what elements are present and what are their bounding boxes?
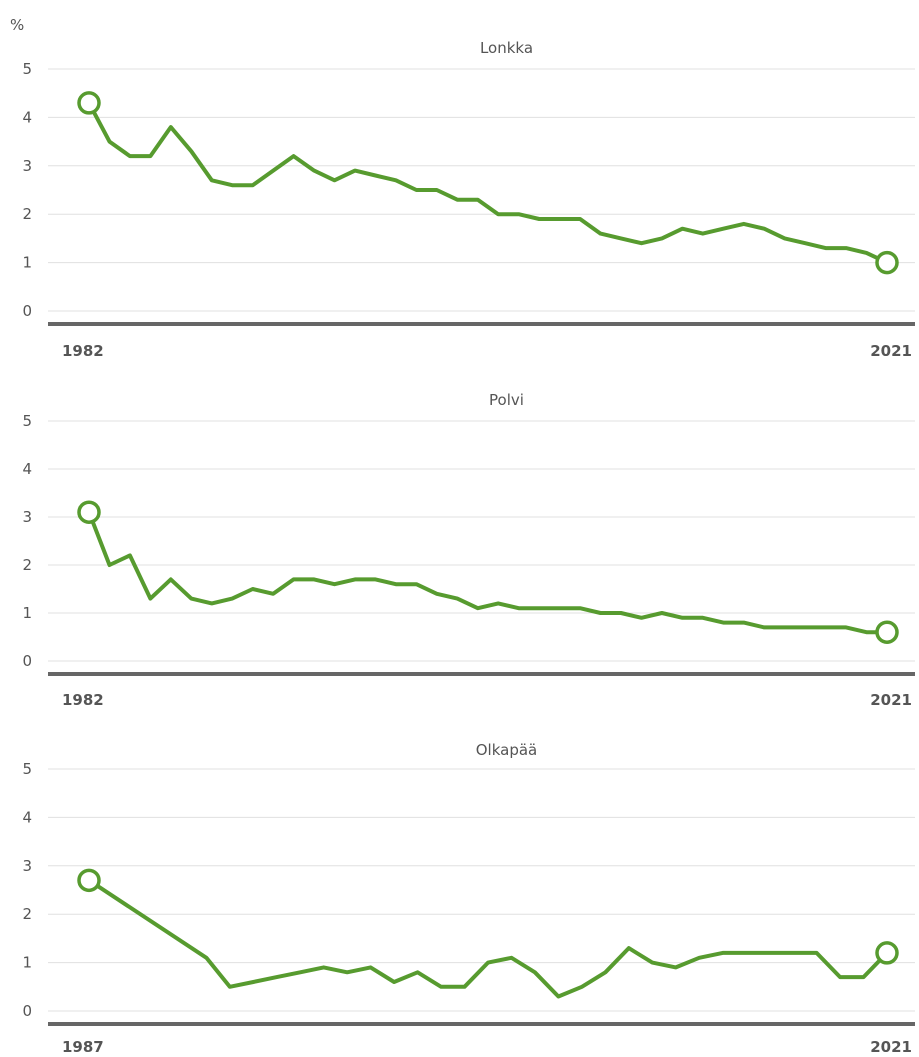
y-tick-label: 0	[22, 302, 32, 320]
y-tick-label: 2	[22, 205, 32, 223]
x-end-label: 2021	[870, 691, 912, 709]
series-line	[87, 100, 889, 265]
end-point-marker	[875, 250, 899, 275]
y-tick-label: 5	[22, 60, 32, 78]
start-point-marker	[77, 91, 101, 115]
end-point-marker	[875, 620, 899, 644]
y-tick-label: 1	[22, 254, 32, 272]
y-tick-label: 4	[22, 808, 32, 826]
x-start-label: 1987	[62, 1038, 104, 1056]
x-start-label: 1982	[62, 342, 104, 360]
chart-title: Polvi	[489, 391, 524, 409]
y-tick-label: 3	[22, 508, 32, 526]
x-start-label: 1982	[62, 691, 104, 709]
series-line	[87, 510, 889, 635]
x-end-label: 2021	[870, 342, 912, 360]
panel-1: 0 1 2 3 4 5 Lonkka 1982 2021	[22, 39, 915, 360]
start-point-marker	[77, 500, 101, 524]
end-point-marker	[875, 941, 899, 965]
y-unit-label: %	[10, 16, 24, 34]
y-tick-label: 4	[22, 460, 32, 478]
y-tick-label: 2	[22, 905, 32, 923]
chart-title: Lonkka	[480, 39, 533, 57]
y-tick-label: 5	[22, 412, 32, 430]
x-end-label: 2021	[870, 1038, 912, 1056]
y-tick-label: 4	[22, 108, 32, 126]
y-tick-label: 0	[22, 1002, 32, 1020]
y-tick-label: 3	[22, 157, 32, 175]
y-tick-label: 2	[22, 556, 32, 574]
panel-2: 0 1 2 3 4 5 Polvi 1982 2021	[22, 391, 915, 709]
start-point-marker	[77, 868, 101, 893]
y-tick-label: 5	[22, 760, 32, 778]
chart-title: Olkapää	[476, 741, 538, 759]
y-tick-label: 0	[22, 652, 32, 670]
series-line	[87, 878, 889, 999]
y-tick-label: 1	[22, 954, 32, 972]
y-tick-label: 3	[22, 857, 32, 875]
y-tick-label: 1	[22, 604, 32, 622]
panel-3: 0 1 2 3 4 5 Olkapää 1987 2021	[22, 741, 915, 1056]
